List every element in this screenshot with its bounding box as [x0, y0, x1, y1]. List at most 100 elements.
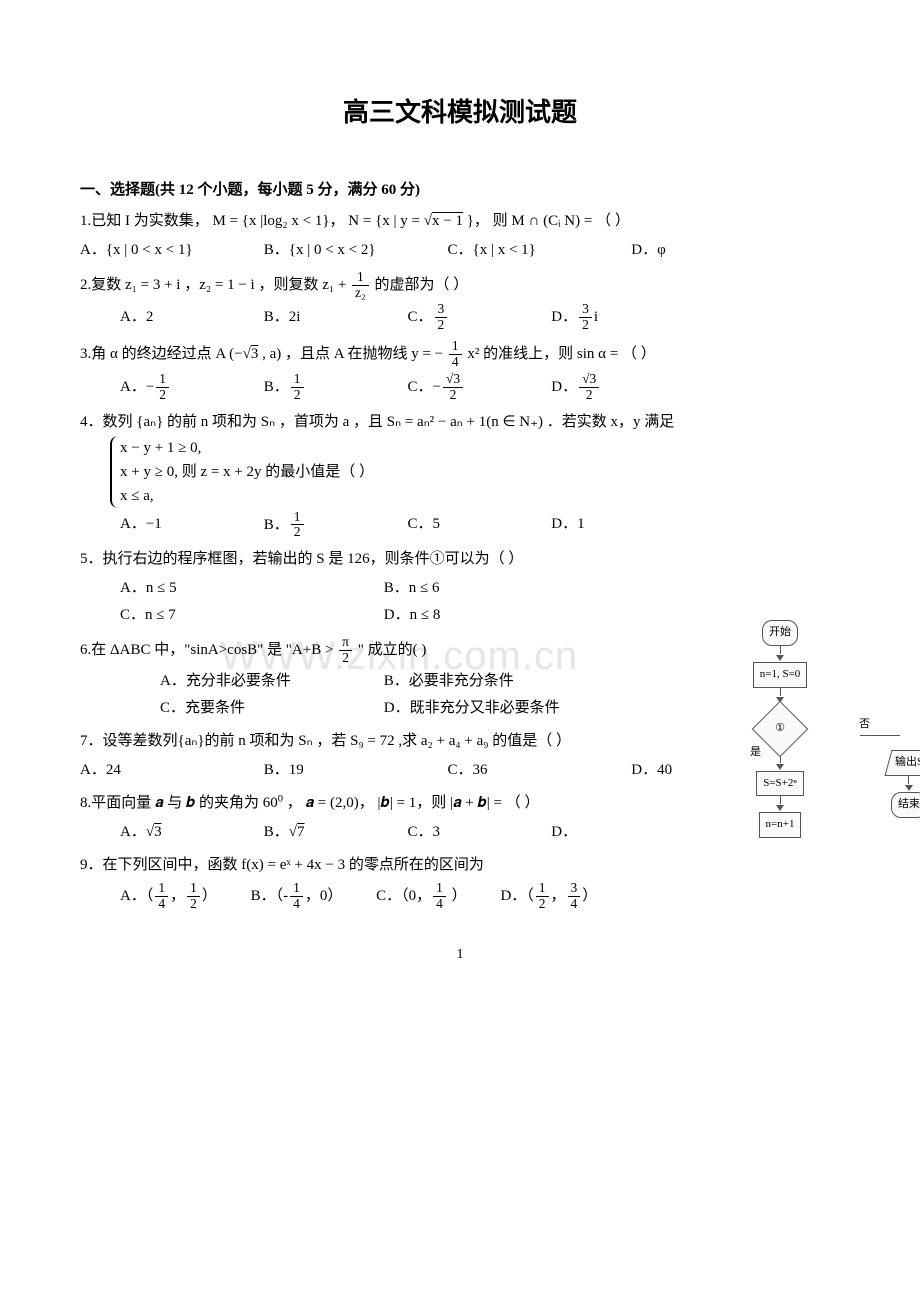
- q2-d-suf: i: [594, 309, 598, 325]
- q9-a-mid: ，: [170, 888, 185, 904]
- q5-stem: 5．执行右边的程序框图，若输出的 S 是 126，则条件①可以为（ ）: [80, 546, 620, 573]
- q4-system: x − y + 1 ≥ 0, x + y ≥ 0, 则 z = x + 2y 的…: [110, 436, 374, 508]
- q9-b-n: 1: [290, 881, 303, 897]
- q4-opt-d: D．1: [551, 511, 584, 538]
- q9-opt-a: A．（14，12）: [120, 881, 217, 912]
- q2-c-den: 2: [435, 318, 448, 333]
- q2-c-pre: C．: [408, 309, 433, 325]
- q5-opt-d: D．n ≤ 8: [384, 602, 441, 629]
- q8-a-pre: A．: [120, 824, 146, 840]
- q1-sqrt: x − 1: [432, 213, 463, 229]
- q6-pre: 6.在 ΔABC 中，"sinA>cosB" 是 "A+B >: [80, 642, 337, 658]
- q8-b-pre: B．: [264, 824, 289, 840]
- q2-stem2: 的虚部为（ ）: [375, 277, 469, 293]
- q9-opt-c: C．（0，14 ）: [376, 881, 467, 912]
- fc-end: 结束: [891, 792, 920, 818]
- q5-opt-b: B．n ≤ 6: [384, 575, 440, 602]
- question-8: 8.平面向量 𝒂 与 𝒃 的夹角为 60⁰ ， 𝒂 = (2,0)， |𝒃| =…: [80, 790, 840, 846]
- q6-opt-c: C．充要条件: [160, 695, 380, 722]
- q1-opt-c: C．{x | x < 1}: [448, 237, 628, 264]
- q3-opt-a: A．−12: [120, 372, 260, 403]
- q9-c-d: 4: [433, 897, 446, 912]
- q2-opt-a: A．2: [120, 304, 260, 331]
- question-4: 4．数列 {aₙ} 的前 n 项和为 Sₙ ，首项为 a ，且 Sₙ = aₙ²…: [80, 409, 840, 541]
- q4-line3: x ≤ a,: [120, 484, 374, 508]
- q4-b-d: 2: [291, 525, 304, 540]
- q9-a-pre: A．（: [120, 888, 153, 904]
- q8-stem: 8.平面向量 𝒂 与 𝒃 的夹角为 60⁰ ， 𝒂 = (2,0)， |𝒃| =…: [80, 790, 840, 817]
- q4-b-pre: B．: [264, 516, 289, 532]
- q9-opt-b: B．（-14，0）: [251, 881, 343, 912]
- q3-d-pre: D．: [551, 379, 577, 395]
- q6-opt-b: B．必要非充分条件: [384, 673, 514, 689]
- q2-c-num: 3: [435, 302, 448, 318]
- page-number: 1: [80, 942, 840, 967]
- q4-line1: x − y + 1 ≥ 0,: [120, 436, 374, 460]
- q6-n: π: [339, 635, 352, 651]
- q2-frac: 1z₂: [352, 270, 369, 301]
- q4-line2: x + y ≥ 0, 则 z = x + 2y 的最小值是（ ）: [120, 460, 374, 484]
- q6-opt-a: A．充分非必要条件: [160, 668, 380, 695]
- q9-opt-d: D．（12，34）: [500, 881, 597, 912]
- q2-d-pre: D．: [551, 309, 577, 325]
- q9-b-post: ，0）: [305, 888, 343, 904]
- q9-c-post: ）: [448, 888, 467, 904]
- q3-a-n: 1: [156, 372, 169, 388]
- q9-d-d2: 4: [568, 897, 581, 912]
- fc-no: 否: [859, 715, 870, 735]
- q4-opt-b: B．12: [264, 510, 404, 541]
- question-1: 1.已知 I 为实数集， M = {x |log₂ x < 1}， N = {x…: [80, 208, 840, 264]
- q3-frac: 14: [449, 339, 462, 370]
- q9-a-n1: 1: [155, 881, 168, 897]
- q8-opt-c: C．3: [408, 819, 548, 846]
- q7-stem: 7．设等差数列{aₙ}的前 n 项和为 Sₙ ，若 S₉ = 72 ,求 a₂ …: [80, 728, 840, 755]
- q9-a-post: ）: [202, 888, 217, 904]
- q9-c-n: 1: [433, 881, 446, 897]
- q4-opt-c: C．5: [408, 511, 548, 538]
- q9-a-d1: 4: [155, 897, 168, 912]
- q3-c-d: 2: [443, 388, 463, 403]
- question-6: 6.在 ΔABC 中，"sinA>cosB" 是 "A+B > π2 " 成立的…: [80, 635, 840, 722]
- section-header: 一、选择题(共 12 个小题，每小题 5 分，满分 60 分): [80, 177, 840, 204]
- q9-c-pre: C．（0，: [376, 888, 431, 904]
- q3-b-pre: B．: [264, 379, 289, 395]
- q8-a-sqrt: 3: [154, 824, 162, 840]
- q8-b-sqrt: 7: [297, 824, 305, 840]
- q1-opt-d: D．φ: [631, 237, 666, 264]
- page-title: 高三文科模拟测试题: [80, 90, 840, 137]
- q9-a-d2: 2: [187, 897, 200, 912]
- q2-frac-den: z₂: [352, 286, 369, 301]
- q7-opt-c: C．36: [448, 757, 628, 784]
- q3-opt-c: C．−√32: [408, 372, 548, 403]
- fc-out-text: 输出S: [895, 753, 920, 773]
- q3-f-num: 1: [449, 339, 462, 355]
- q2-d-den: 2: [579, 318, 592, 333]
- q8-opt-d: D．: [551, 819, 577, 846]
- q6-post: " 成立的( ): [358, 642, 427, 658]
- q9-d-n1: 1: [536, 881, 549, 897]
- q2-opt-c: C．32: [408, 302, 548, 333]
- q3-c-n: √3: [443, 372, 463, 388]
- q4-b-n: 1: [291, 510, 304, 526]
- q9-a-n2: 1: [187, 881, 200, 897]
- q7-opt-d: D．40: [631, 757, 672, 784]
- q3-d-d: 2: [579, 388, 599, 403]
- q3-d-n: √3: [579, 372, 599, 388]
- q3-opt-d: D．√32: [551, 372, 601, 403]
- q4-stem: 4．数列 {aₙ} 的前 n 项和为 Sₙ ，首项为 a ，且 Sₙ = aₙ²…: [80, 409, 840, 436]
- q5-opt-a: A．n ≤ 5: [120, 575, 380, 602]
- q3-c-pre: C．−: [408, 379, 441, 395]
- fc-out: 输出S: [884, 750, 920, 776]
- q9-d-d1: 2: [536, 897, 549, 912]
- q6-d: 2: [339, 651, 352, 666]
- question-3: 3.角 α 的终边经过点 A (−√3 , a) ，且点 A 在抛物线 y = …: [80, 339, 840, 402]
- q7-opt-a: A．24: [80, 757, 260, 784]
- q2-d-num: 3: [579, 302, 592, 318]
- q3-a-d: 2: [156, 388, 169, 403]
- q9-stem: 9．在下列区间中，函数 f(x) = eˣ + 4x − 3 的零点所在的区间为: [80, 852, 840, 879]
- question-2: 2.复数 z₁ = 3 + i ，z₂ = 1 − i ，则复数 z₁ + 1z…: [80, 270, 840, 333]
- q1-opt-b: B．{x | 0 < x < 2}: [264, 237, 444, 264]
- q9-d-pre: D．（: [500, 888, 533, 904]
- q3-sqrt: 3: [251, 346, 259, 362]
- question-7: 7．设等差数列{aₙ}的前 n 项和为 Sₙ ，若 S₉ = 72 ,求 a₂ …: [80, 728, 840, 784]
